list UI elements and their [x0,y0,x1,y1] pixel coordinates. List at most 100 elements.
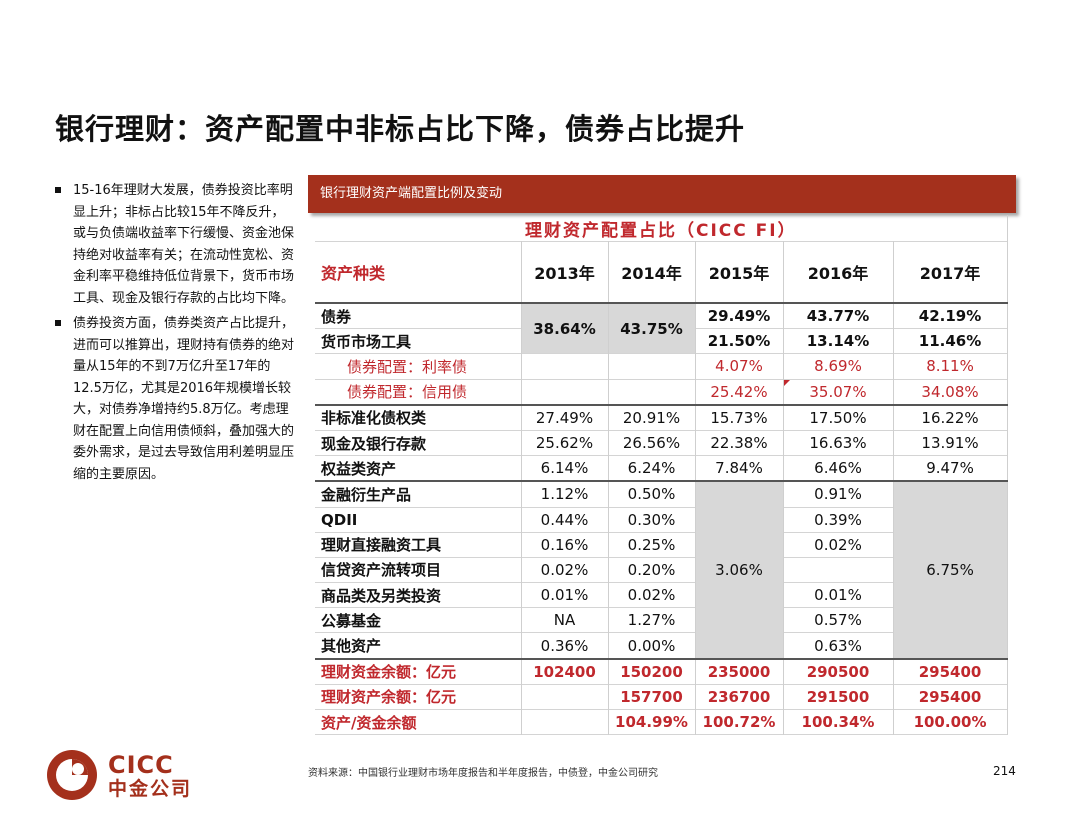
cell: 295400 [893,684,1008,710]
allocation-table: 理财资产配置占比（CICC FI） 资产种类 2013年 2014年 2015年… [315,215,1008,735]
table-row-cash: 现金及银行存款 25.62% 26.56% 22.38% 16.63% 13.9… [315,430,1008,456]
cell: 0.57% [783,607,894,633]
cell: 236700 [695,684,784,710]
merged-cell-2017: 6.75% [893,481,1008,659]
table-row-other-assets: 其他资产 0.36% 0.00% 0.63% [315,632,1008,659]
cell: 102400 [521,658,609,685]
cell: 11.46% [893,328,1008,354]
bullet-item: 15-16年理财大发展，债券投资比率明显上升；非标占比较15年不降反升，或与负债… [55,180,295,309]
row-label: 公募基金 [315,607,522,633]
table-row-qdii: QDII 0.44% 0.30% 0.39% [315,507,1008,533]
bullet-item: 债券投资方面，债券类资产占比提升，进而可以推算出，理财持有债券的绝对量从15年的… [55,313,295,485]
cell: 7.84% [695,455,784,482]
cell: 26.56% [608,430,696,456]
table-row-money-market: 货币市场工具 21.50% 13.14% 11.46% [315,328,1008,354]
row-label: 理财资金余额：亿元 [315,658,522,685]
merged-cell-2015: 3.06% [695,481,784,659]
cell: 4.07% [695,353,784,380]
table-row-derivatives: 金融衍生产品 1.12% 0.50% 3.06% 0.91% 6.75% [315,481,1008,659]
row-label: 其他资产 [315,632,522,659]
bullet-list: 15-16年理财大发展，债券投资比率明显上升；非标占比较15年不降反升，或与负债… [55,180,295,489]
cell: 0.02% [608,582,696,608]
cell: 6.24% [608,455,696,482]
year-header: 2016年 [783,241,894,303]
table-row-equity: 权益类资产 6.14% 6.24% 7.84% 6.46% 9.47% [315,455,1008,482]
row-label: 资产/资金余额 [315,709,522,735]
cell: 0.01% [783,582,894,608]
source-note: 资料来源：中国银行业理财市场年度报告和半年度报告，中债登，中金公司研究 [308,768,658,779]
cell: 104.99% [608,709,696,735]
cell: 15.73% [695,404,784,431]
year-header: 2017年 [893,241,1008,303]
cell [608,353,696,380]
merged-cell-2014: 43.75% [608,303,696,354]
page-number: 214 [993,764,1016,778]
table-title: 理财资产配置占比（CICC FI） [315,215,1008,242]
cell: 100.34% [783,709,894,735]
cell: 6.14% [521,455,609,482]
cell: 157700 [608,684,696,710]
cell: 1.12% [521,481,609,507]
bullet-text: 15-16年理财大发展，债券投资比率明显上升；非标占比较15年不降反升，或与负债… [73,183,295,306]
table-row-ratio: 资产/资金余额 104.99% 100.72% 100.34% 100.00% [315,709,1008,735]
bullet-text: 债券投资方面，债券类资产占比提升，进而可以推算出，理财持有债券的绝对量从15年的… [73,316,295,482]
row-label: 信贷资产流转项目 [315,557,522,583]
row-label: 金融衍生产品 [315,481,522,507]
cell: 17.50% [783,404,894,431]
cell: 27.49% [521,404,609,431]
cell: 295400 [893,658,1008,685]
cell: 20.91% [608,404,696,431]
table-row-direct-financing: 理财直接融资工具 0.16% 0.25% 0.02% [315,532,1008,558]
row-label: 债券配置：利率债 [315,353,522,380]
year-header: 2014年 [608,241,696,303]
table-row-commodity: 商品类及另类投资 0.01% 0.02% 0.01% [315,582,1008,608]
row-label: 债券配置：信用债 [315,379,522,405]
logo-text: CICC 中金公司 [108,752,192,800]
cell: 0.02% [783,532,894,558]
table-row-credit-bond: 债券配置：信用债 25.42% 35.07% 34.08% [315,379,1008,405]
cell: 0.01% [521,582,609,608]
cell: 150200 [608,658,696,685]
cell: 0.39% [783,507,894,533]
table-row-public-fund: 公募基金 NA 1.27% 0.57% [315,607,1008,633]
cell [608,379,696,405]
cell [521,684,609,710]
year-header: 2013年 [521,241,609,303]
square-bullet-icon [55,187,61,193]
cell: 29.49% [695,303,784,329]
square-bullet-icon [55,320,61,326]
cell: 42.19% [893,303,1008,329]
cell: 13.91% [893,430,1008,456]
table-row-asset-balance: 理财资产余额：亿元 157700 236700 291500 295400 [315,684,1008,710]
cell: 8.11% [893,353,1008,380]
table-row-bond: 债券 38.64% 43.75% 29.49% 43.77% 42.19% [315,303,1008,354]
cell: 291500 [783,684,894,710]
cell: 9.47% [893,455,1008,482]
table-row-rate-bond: 债券配置：利率债 4.07% 8.69% 8.11% [315,353,1008,380]
cell: 1.27% [608,607,696,633]
table-row-nonstandard: 非标准化债权类 27.49% 20.91% 15.73% 17.50% 16.2… [315,404,1008,431]
cell: 0.44% [521,507,609,533]
cell: 16.22% [893,404,1008,431]
cell: 21.50% [695,328,784,354]
row-label: 非标准化债权类 [315,404,522,431]
cell: 43.77% [783,303,894,329]
cell: 8.69% [783,353,894,380]
cell: 35.07% [783,379,894,405]
cell: 34.08% [893,379,1008,405]
cell [521,709,609,735]
cell: 6.46% [783,455,894,482]
cell: 0.20% [608,557,696,583]
cell: 0.50% [608,481,696,507]
cell [783,557,894,583]
cell: 16.63% [783,430,894,456]
cell: 290500 [783,658,894,685]
row-label: 商品类及另类投资 [315,582,522,608]
cell: 0.00% [608,632,696,659]
cell: 0.36% [521,632,609,659]
cell: 0.02% [521,557,609,583]
logo-cn: 中金公司 [108,778,193,800]
cell: 235000 [695,658,784,685]
row-label: 理财资产余额：亿元 [315,684,522,710]
cell: 100.72% [695,709,784,735]
